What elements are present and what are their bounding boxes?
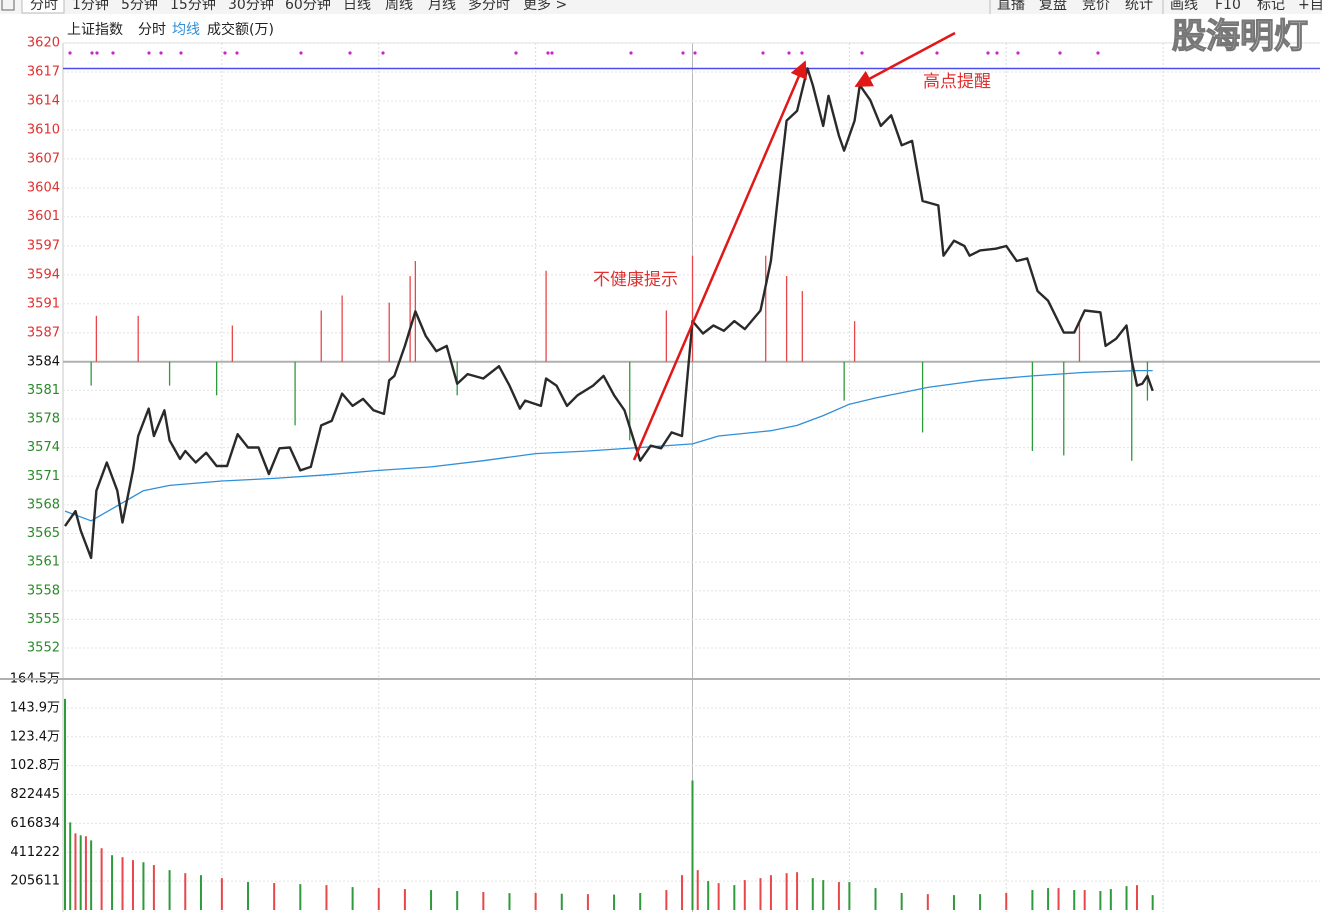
tab-selected-box <box>21 0 65 14</box>
y-tick-label: 3617 <box>27 64 60 79</box>
annotation-arrow <box>632 60 807 461</box>
y-tick-label: 3555 <box>27 612 60 627</box>
y-tick-label: 3591 <box>27 296 60 311</box>
y-tick-label: 3581 <box>27 383 60 398</box>
toolbar-tab[interactable]: 月线 <box>428 0 456 13</box>
y-tick-label: 3597 <box>27 238 60 253</box>
marks-layer <box>63 67 1320 910</box>
toolbar-button[interactable]: 复盘 <box>1039 0 1067 13</box>
toolbar-tab[interactable]: 15分钟 <box>170 0 216 13</box>
y-tick-label: 102.8万 <box>10 758 60 773</box>
y-tick-label: 3594 <box>27 267 60 282</box>
y-tick-label: 822445 <box>10 787 60 802</box>
annotation: 高点提醒 <box>923 72 991 92</box>
toolbar-button[interactable]: +自 <box>1298 0 1322 13</box>
y-tick-label: 3565 <box>27 526 60 541</box>
y-tick-label: 616834 <box>10 816 60 831</box>
y-tick-label: 143.9万 <box>10 700 60 715</box>
price-line <box>64 67 1154 560</box>
toolbar-tab[interactable]: 多分时 <box>468 0 510 13</box>
toolbar <box>0 0 1322 14</box>
y-tick-label: 3578 <box>27 412 60 427</box>
y-tick-label: 3620 <box>27 36 60 51</box>
annotation: 不健康提示 <box>593 270 678 290</box>
y-tick-label: 3571 <box>27 469 60 484</box>
average-line <box>64 369 1153 522</box>
toolbar-button[interactable]: 统计 <box>1125 0 1153 13</box>
y-tick-label: 3614 <box>27 93 60 108</box>
toolbar-tab[interactable]: 30分钟 <box>228 0 274 13</box>
annotation-arrow <box>854 31 956 88</box>
toolbar-tab[interactable]: 分时 <box>30 0 58 13</box>
y-tick-label: 3561 <box>27 555 60 570</box>
toolbar-tab[interactable]: 1分钟 <box>72 0 109 13</box>
y-tick-label: 3552 <box>27 641 60 656</box>
y-tick-label: 123.4万 <box>10 729 60 744</box>
y-tick-label: 3568 <box>27 497 60 512</box>
legend-amount[interactable]: 成交额(万) <box>207 21 274 38</box>
legend-price[interactable]: 分时 <box>138 22 166 38</box>
signal-dots <box>68 51 1100 55</box>
toolbar-button[interactable]: F10 <box>1215 0 1241 13</box>
y-tick-label: 3574 <box>27 440 60 455</box>
toolbar-tab[interactable]: 60分钟 <box>285 0 331 13</box>
toolbar-icon[interactable] <box>1 0 15 11</box>
y-tick-label: 3604 <box>27 180 60 195</box>
toolbar-tab[interactable]: 周线 <box>385 0 413 13</box>
legend-average[interactable]: 均线 <box>172 22 200 38</box>
toolbar-tab[interactable]: 5分钟 <box>121 0 158 13</box>
y-tick-label: 3601 <box>27 209 60 224</box>
y-tick-label: 3587 <box>27 325 60 340</box>
y-tick-label: 3607 <box>27 151 60 166</box>
watermark: 股海明灯 <box>1172 17 1308 57</box>
toolbar-tab[interactable]: 更多 > <box>523 0 567 13</box>
index-name: 上证指数 <box>67 22 123 38</box>
y-tick-label: 205611 <box>10 874 60 889</box>
y-tick-label: 3610 <box>27 122 60 137</box>
toolbar-button[interactable]: 标记 <box>1257 0 1285 13</box>
y-tick-label: 411222 <box>10 845 60 860</box>
toolbar-button[interactable]: 竞价 <box>1082 0 1110 13</box>
toolbar-tab[interactable]: 日线 <box>343 0 371 13</box>
toolbar-button[interactable]: 直播 <box>997 0 1025 13</box>
y-tick-label: 3558 <box>27 583 60 598</box>
toolbar-button[interactable]: 画线 <box>1170 0 1198 13</box>
y-tick-label: 3584 <box>27 354 60 369</box>
